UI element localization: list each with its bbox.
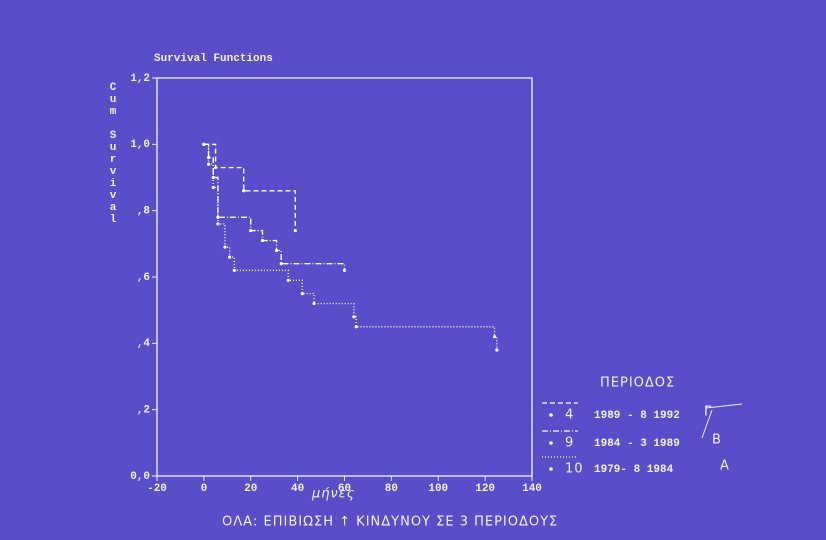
censor-point [352,315,356,319]
x-tick-label: 60 [338,483,351,495]
legend-name: 10 [565,462,584,477]
x-tick-label: 80 [385,483,398,495]
x-tick-label: 140 [522,483,542,495]
legend-title: ΠΕΡΙΟΔΟΣ [600,376,675,391]
legend-dot [549,467,553,471]
x-tick-label: 40 [291,483,304,495]
censor-point [300,291,304,296]
censor-point [279,262,283,266]
legend-dot [549,413,553,417]
censor-point [249,228,253,233]
x-tick-label: -20 [147,483,167,495]
legend-period: 1989 - 8 1992 [594,410,680,422]
censor-point [206,162,211,166]
survival-line [203,143,296,231]
censor-point [492,335,497,339]
censor-point [213,165,218,170]
legend-name: 9 [565,436,574,451]
censor-point [260,238,265,243]
censor-point [495,348,499,352]
censor-point [312,301,316,306]
y-tick-label: 1,2 [130,73,150,85]
legend-group: Γ [704,405,712,420]
legend-group: Β [712,433,722,448]
x-tick-label: 20 [244,483,257,495]
caption: ΟΛΑ: ΕΠΙΒΙΩΣΗ ↑ ΚΙΝΔΥΝΟΥ ΣΕ 3 ΠΕΡΙΟΔΟΥΣ [222,515,558,530]
censor-point [216,222,220,226]
legend-group: Α [720,459,730,474]
y-tick-label: ,2 [137,405,150,417]
censor-point [342,268,347,272]
chart-title: Survival Functions [154,53,273,65]
censor-point [274,248,279,253]
censor-point [206,156,211,160]
censor-point [293,228,297,233]
x-tick-label: 120 [475,483,495,495]
y-axis-label: Cum Survival [107,82,119,226]
y-tick-label: 1,0 [130,139,150,151]
legend-bracket [701,409,713,439]
legend-dot [549,441,553,445]
y-tick-label: ,8 [137,206,151,218]
censor-point [228,255,232,259]
censor-point [223,245,227,249]
censor-point [242,189,246,193]
censor-point [354,325,358,329]
y-tick-label: 0,0 [130,471,150,483]
y-tick-label: ,4 [137,338,151,350]
legend-bracket [705,403,743,409]
censor-point [202,142,206,146]
legend-name: 4 [565,408,574,423]
censor-point [211,185,215,190]
censor-point [286,278,290,282]
x-axis-label: μήνες [311,487,355,502]
x-tick-label: 0 [201,483,208,495]
x-tick-label: 100 [428,483,448,495]
censor-point [232,268,236,272]
y-tick-label: ,6 [137,272,150,284]
legend-period: 1979- 8 1984 [594,464,674,476]
legend-period: 1984 - 3 1989 [594,438,680,450]
